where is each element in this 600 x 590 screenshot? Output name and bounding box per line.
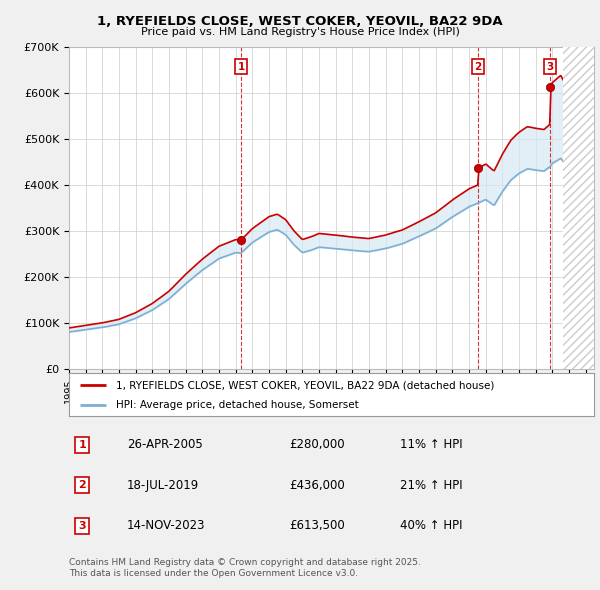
Text: 1, RYEFIELDS CLOSE, WEST COKER, YEOVIL, BA22 9DA (detached house): 1, RYEFIELDS CLOSE, WEST COKER, YEOVIL, … — [116, 381, 494, 391]
Text: Contains HM Land Registry data © Crown copyright and database right 2025.: Contains HM Land Registry data © Crown c… — [69, 558, 421, 566]
Text: 18-JUL-2019: 18-JUL-2019 — [127, 478, 199, 492]
Text: 14-NOV-2023: 14-NOV-2023 — [127, 519, 205, 532]
Text: 26-APR-2005: 26-APR-2005 — [127, 438, 203, 451]
Text: Price paid vs. HM Land Registry's House Price Index (HPI): Price paid vs. HM Land Registry's House … — [140, 27, 460, 37]
Text: 3: 3 — [79, 521, 86, 531]
Text: £613,500: £613,500 — [290, 519, 345, 532]
Text: HPI: Average price, detached house, Somerset: HPI: Average price, detached house, Some… — [116, 401, 359, 410]
Text: 11% ↑ HPI: 11% ↑ HPI — [400, 438, 463, 451]
Text: 1: 1 — [78, 440, 86, 450]
FancyBboxPatch shape — [563, 47, 594, 369]
Text: 2: 2 — [78, 480, 86, 490]
Text: 40% ↑ HPI: 40% ↑ HPI — [400, 519, 462, 532]
Text: 3: 3 — [547, 62, 554, 71]
Text: 2: 2 — [475, 62, 482, 71]
Text: £280,000: £280,000 — [290, 438, 345, 451]
Text: £436,000: £436,000 — [290, 478, 345, 492]
Text: This data is licensed under the Open Government Licence v3.0.: This data is licensed under the Open Gov… — [69, 569, 358, 578]
Text: 21% ↑ HPI: 21% ↑ HPI — [400, 478, 463, 492]
Text: 1, RYEFIELDS CLOSE, WEST COKER, YEOVIL, BA22 9DA: 1, RYEFIELDS CLOSE, WEST COKER, YEOVIL, … — [97, 15, 503, 28]
Text: 1: 1 — [238, 62, 245, 71]
